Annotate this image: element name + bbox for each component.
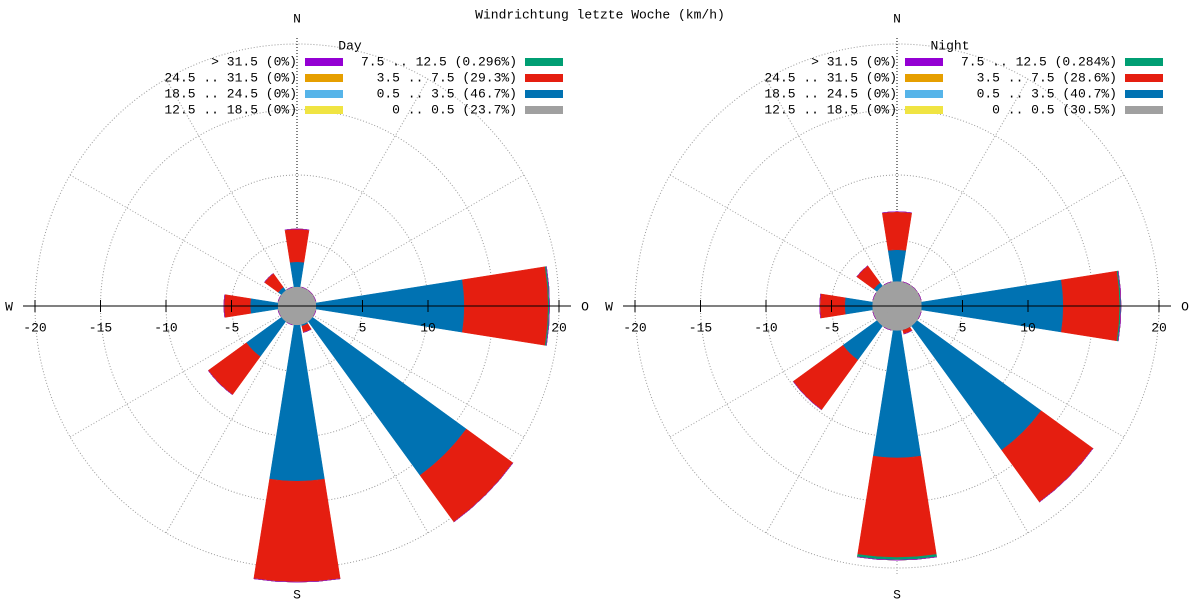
sector xyxy=(253,478,341,583)
radial-grid xyxy=(69,174,298,307)
legend-swatch xyxy=(905,106,943,114)
x-tick-label: 5 xyxy=(359,320,367,335)
sector xyxy=(308,290,313,295)
sector xyxy=(308,317,467,476)
sector xyxy=(911,285,918,292)
legend-swatch xyxy=(525,106,563,114)
sector xyxy=(453,462,514,523)
sector xyxy=(903,330,913,335)
x-tick-label: -5 xyxy=(224,320,240,335)
legend-label: 0.5 .. 3.5 (40.7%) xyxy=(977,86,1117,101)
compass-label: N xyxy=(293,11,301,26)
compass-label: W xyxy=(5,299,13,314)
sector xyxy=(1039,448,1094,503)
legend-label: 12.5 .. 18.5 (0%) xyxy=(164,102,297,117)
page-title: Windrichtung letzte Woche (km/h) xyxy=(475,7,725,22)
legend-label: 0.5 .. 3.5 (46.7%) xyxy=(377,86,517,101)
x-tick-label: -15 xyxy=(89,320,112,335)
sector xyxy=(313,295,317,302)
sector xyxy=(857,455,937,558)
chart-title: Day xyxy=(338,38,362,53)
radial-grid xyxy=(669,174,898,307)
x-tick-label: 10 xyxy=(1020,320,1036,335)
compass-label: S xyxy=(893,587,901,600)
rose: -20 -15 -10 -5 5 10 20 N O S W Night 0 .. 0.5 (30.5%… xyxy=(605,11,1189,600)
sector xyxy=(792,344,859,411)
x-tick-label: -15 xyxy=(689,320,712,335)
legend-swatch xyxy=(525,90,563,98)
compass-label: O xyxy=(581,299,589,314)
sector xyxy=(253,578,341,583)
sector xyxy=(857,556,937,561)
x-tick-label: 20 xyxy=(1151,320,1167,335)
sector xyxy=(277,295,281,302)
legend-label: 7.5 .. 12.5 (0.284%) xyxy=(961,54,1117,69)
sector xyxy=(313,310,317,317)
x-tick-label: -5 xyxy=(824,320,840,335)
legend-label: 24.5 .. 31.5 (0%) xyxy=(164,70,297,85)
x-tick-label: 10 xyxy=(420,320,436,335)
compass-label: W xyxy=(605,299,613,314)
legend-swatch xyxy=(1125,106,1163,114)
sector xyxy=(207,342,261,396)
legend-label: 3.5 .. 7.5 (29.3%) xyxy=(377,70,517,85)
sector xyxy=(284,228,310,263)
sector xyxy=(546,266,550,346)
sector xyxy=(872,330,922,459)
x-tick-label: 20 xyxy=(551,320,567,335)
legend-label: 0 .. 0.5 (23.7%) xyxy=(392,102,517,117)
legend-swatch xyxy=(305,74,343,82)
sector xyxy=(911,320,1042,451)
legend-swatch xyxy=(905,58,943,66)
legend-label: 0 .. 0.5 (30.5%) xyxy=(992,102,1117,117)
sector xyxy=(301,286,308,290)
legend-swatch xyxy=(305,58,343,66)
legend-label: > 31.5 (0%) xyxy=(211,54,297,69)
legend-swatch xyxy=(525,58,563,66)
legend-label: 24.5 .. 31.5 (0%) xyxy=(764,70,897,85)
compass-label: S xyxy=(293,587,301,600)
legend-swatch xyxy=(1125,90,1163,98)
legend-label: 7.5 .. 12.5 (0.296%) xyxy=(361,54,517,69)
sector xyxy=(223,294,226,318)
sector xyxy=(264,273,284,293)
x-tick-label: -20 xyxy=(23,320,46,335)
chart-title: Night xyxy=(930,38,969,53)
rose: -20 -15 -10 -5 5 10 20 N O S W Day 0 .. 0.5 (23.7%)0… xyxy=(5,11,589,600)
legend-label: 12.5 .. 18.5 (0%) xyxy=(764,102,897,117)
compass-label: O xyxy=(1181,299,1189,314)
sector xyxy=(289,261,305,288)
sector xyxy=(269,324,325,482)
legend-label: > 31.5 (0%) xyxy=(811,54,897,69)
legend-swatch xyxy=(1125,74,1163,82)
compass-label: N xyxy=(893,11,901,26)
legend-label: 18.5 .. 24.5 (0%) xyxy=(164,86,297,101)
sector xyxy=(887,249,907,282)
sector xyxy=(264,273,274,283)
sector xyxy=(286,322,293,326)
sector xyxy=(303,329,312,333)
sector xyxy=(277,310,281,317)
legend-swatch xyxy=(525,74,563,82)
legend-swatch xyxy=(1125,58,1163,66)
legend-swatch xyxy=(905,74,943,82)
x-tick-label: -10 xyxy=(154,320,177,335)
legend-label: 18.5 .. 24.5 (0%) xyxy=(764,86,897,101)
sector xyxy=(881,211,913,251)
sector xyxy=(856,265,881,290)
legend-swatch xyxy=(905,90,943,98)
legend-label: 3.5 .. 7.5 (28.6%) xyxy=(977,70,1117,85)
x-tick-label: -10 xyxy=(754,320,777,335)
x-tick-label: 5 xyxy=(959,320,967,335)
sector xyxy=(207,370,233,396)
legend-swatch xyxy=(305,90,343,98)
legend-swatch xyxy=(305,106,343,114)
x-tick-label: -20 xyxy=(623,320,646,335)
sector xyxy=(286,286,293,290)
